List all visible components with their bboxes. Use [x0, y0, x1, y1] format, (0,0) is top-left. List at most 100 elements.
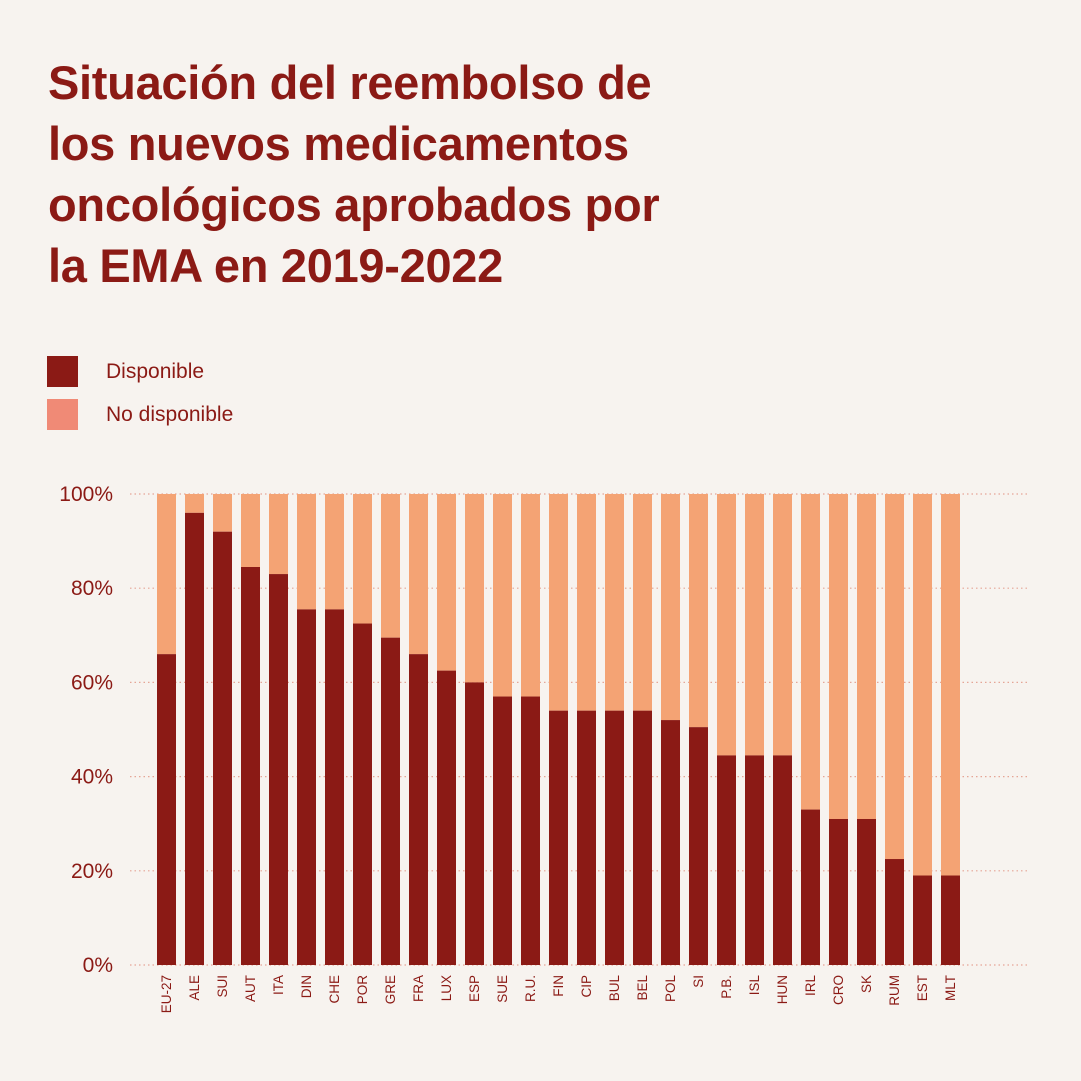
x-tick-label: ALE	[187, 975, 202, 1001]
x-tick-label: SK	[859, 975, 874, 993]
bar-disponible	[549, 710, 568, 965]
bar-no-disponible	[297, 494, 316, 610]
bar-no-disponible	[269, 494, 288, 575]
bar-no-disponible	[549, 494, 568, 711]
x-tick-label: CIP	[579, 975, 594, 998]
x-tick-label: GRE	[383, 975, 398, 1004]
x-tick-label: POR	[355, 975, 370, 1005]
bar-disponible	[745, 755, 764, 965]
bar-no-disponible	[437, 494, 456, 671]
bar-no-disponible	[633, 494, 652, 711]
bar-no-disponible	[885, 494, 904, 860]
bar-disponible	[437, 670, 456, 965]
bar-no-disponible	[353, 494, 372, 624]
legend-label-available: Disponible	[106, 360, 205, 383]
x-tick-label: MLT	[943, 975, 958, 1001]
bar-no-disponible	[157, 494, 176, 655]
x-tick-label: AUT	[243, 975, 258, 1002]
bar-no-disponible	[465, 494, 484, 683]
legend-swatch-unavailable	[47, 399, 78, 430]
bar-disponible	[801, 809, 820, 965]
bar-disponible	[689, 727, 708, 965]
x-tick-label: IRL	[803, 975, 818, 997]
bar-no-disponible	[213, 494, 232, 532]
y-tick-label: 20%	[71, 860, 113, 883]
bar-disponible	[269, 574, 288, 965]
x-tick-label: ESP	[467, 975, 482, 1002]
y-tick-label: 80%	[71, 577, 113, 600]
title-line-4: la EMA en 2019-2022	[48, 239, 503, 292]
bar-disponible	[409, 654, 428, 965]
x-tick-label: FRA	[411, 975, 426, 1002]
y-tick-label: 100%	[59, 483, 113, 506]
x-tick-label: POL	[663, 975, 678, 1003]
bar-disponible	[717, 755, 736, 965]
bar-disponible	[605, 710, 624, 965]
legend-label-unavailable: No disponible	[106, 403, 234, 426]
bar-disponible	[661, 720, 680, 965]
chart-title: Situación del reembolso de los nuevos me…	[48, 52, 848, 296]
bar-disponible	[465, 682, 484, 965]
x-tick-label: P.B.	[719, 975, 734, 999]
bar-no-disponible	[409, 494, 428, 655]
x-tick-label: EST	[915, 975, 930, 1001]
bar-no-disponible	[773, 494, 792, 756]
bar-disponible	[913, 875, 932, 965]
legend-swatch-available	[47, 356, 78, 387]
bar-no-disponible	[913, 494, 932, 876]
bar-disponible	[857, 818, 876, 965]
x-tick-label: FIN	[551, 975, 566, 997]
x-tick-label: CHE	[327, 975, 342, 1004]
bar-disponible	[493, 696, 512, 965]
bar-disponible	[577, 710, 596, 965]
bar-no-disponible	[661, 494, 680, 721]
bar-no-disponible	[801, 494, 820, 810]
bar-disponible	[381, 637, 400, 965]
x-tick-label: LUX	[439, 975, 454, 1001]
x-tick-label: CRO	[831, 975, 846, 1005]
x-tick-label: EU-27	[159, 975, 174, 1013]
y-tick-label: 60%	[71, 671, 113, 694]
bar-disponible	[325, 609, 344, 965]
bar-no-disponible	[185, 494, 204, 513]
x-tick-label: DIN	[299, 975, 314, 998]
title-line-3: oncológicos aprobados por	[48, 178, 660, 231]
bar-disponible	[297, 609, 316, 965]
bar-disponible	[185, 512, 204, 965]
bar-no-disponible	[493, 494, 512, 697]
x-tick-label: SUI	[215, 975, 230, 998]
x-tick-label: SUE	[495, 975, 510, 1003]
y-tick-label: 0%	[83, 954, 113, 977]
x-tick-label: ISL	[747, 975, 762, 996]
bar-disponible	[213, 531, 232, 965]
bar-disponible	[521, 696, 540, 965]
x-tick-label: BUL	[607, 975, 622, 1002]
bar-no-disponible	[857, 494, 876, 819]
title-line-2: los nuevos medicamentos	[48, 117, 629, 170]
bar-no-disponible	[381, 494, 400, 638]
title-line-1: Situación del reembolso de	[48, 56, 652, 109]
bar-disponible	[941, 875, 960, 965]
bar-disponible	[885, 859, 904, 965]
x-tick-label: ITA	[271, 975, 286, 995]
bar-disponible	[241, 567, 260, 965]
bar-no-disponible	[689, 494, 708, 728]
bar-disponible	[773, 755, 792, 965]
x-tick-label: SI	[691, 975, 706, 988]
bar-no-disponible	[717, 494, 736, 756]
bar-no-disponible	[941, 494, 960, 876]
bar-no-disponible	[577, 494, 596, 711]
bar-disponible	[829, 818, 848, 965]
x-tick-label: R.U.	[523, 975, 538, 1002]
bar-no-disponible	[241, 494, 260, 568]
bar-no-disponible	[521, 494, 540, 697]
bar-no-disponible	[325, 494, 344, 610]
bar-disponible	[353, 623, 372, 965]
bar-no-disponible	[605, 494, 624, 711]
x-tick-label: HUN	[775, 975, 790, 1004]
bar-no-disponible	[829, 494, 848, 819]
bar-disponible	[157, 654, 176, 965]
x-tick-label: RUM	[887, 975, 902, 1006]
